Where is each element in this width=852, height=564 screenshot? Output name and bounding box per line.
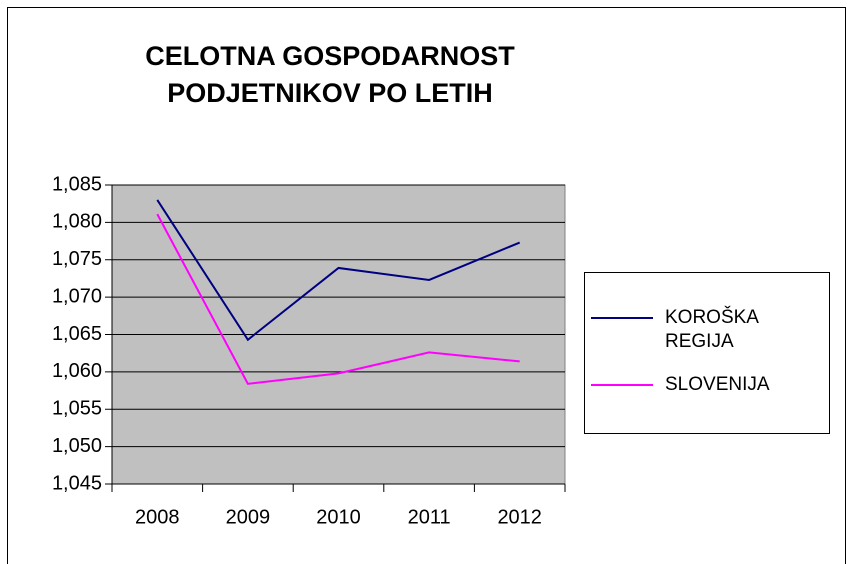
y-tick-label: 1,065 bbox=[52, 323, 102, 345]
x-tick-label: 2009 bbox=[226, 506, 271, 528]
series-line bbox=[156, 213, 520, 385]
y-tick-label: 1,075 bbox=[52, 248, 102, 270]
y-tick-label: 1,070 bbox=[52, 285, 102, 307]
y-tick-label: 1,085 bbox=[52, 173, 102, 195]
x-tick-label: 2008 bbox=[135, 506, 180, 528]
x-tick-label: 2012 bbox=[497, 506, 542, 528]
legend-swatch bbox=[591, 384, 653, 386]
x-tick-label: 2010 bbox=[316, 506, 361, 528]
y-tick-label: 1,045 bbox=[52, 472, 102, 494]
y-tick-label: 1,050 bbox=[52, 435, 102, 457]
x-tick-label: 2011 bbox=[408, 506, 451, 528]
y-tick-label: 1,060 bbox=[52, 360, 102, 382]
series-line bbox=[156, 199, 521, 342]
y-tick-label: 1,080 bbox=[52, 211, 102, 233]
y-tick-label: 1,055 bbox=[52, 398, 102, 420]
chart-frame bbox=[7, 7, 846, 564]
legend: KOROŠKA REGIJA SLOVENIJA bbox=[584, 272, 830, 434]
legend-swatch bbox=[591, 317, 653, 319]
chart-title: CELOTNA GOSPODARNOST PODJETNIKOV PO LETI… bbox=[145, 41, 515, 108]
legend-label: KOROŠKA REGIJA bbox=[665, 307, 758, 352]
legend-label: SLOVENIJA bbox=[665, 374, 770, 395]
